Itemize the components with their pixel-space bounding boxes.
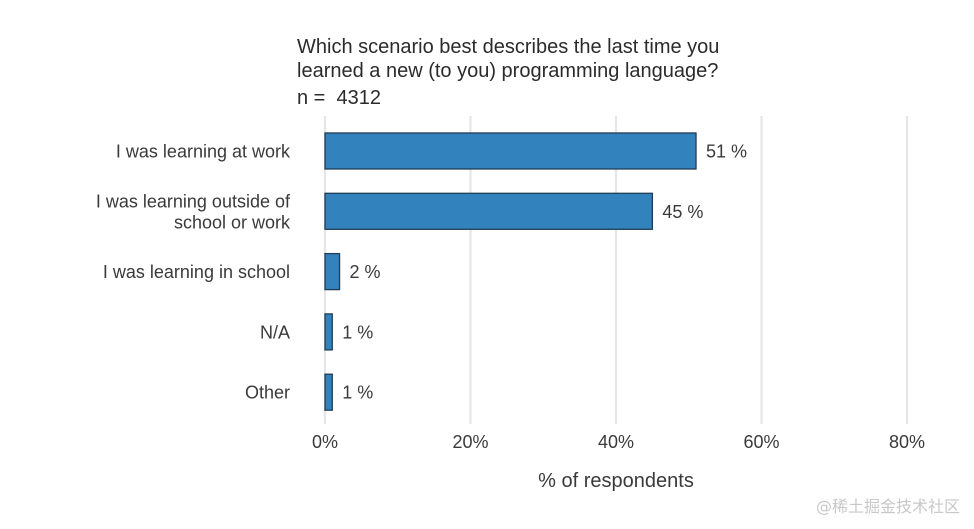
bar <box>324 132 697 170</box>
x-tick-label: 40% <box>598 432 634 452</box>
category-label-line: I was learning in school <box>103 262 290 282</box>
bar <box>324 373 333 411</box>
category-label: I was learning outside of school or work <box>96 191 291 232</box>
category-label-line: I was learning outside of <box>96 191 291 211</box>
chart-title-line-2: learned a new (to you) programming langu… <box>297 60 718 82</box>
value-labels: 51 % 45 % 2 % 1 % 1 % <box>342 142 747 403</box>
category-label: I was learning at work <box>116 142 291 162</box>
chart-title-line-1: Which scenario best describes the last t… <box>297 36 719 58</box>
x-tick-label: 20% <box>452 432 488 452</box>
x-tick-label: 80% <box>889 432 925 452</box>
bar <box>324 192 654 230</box>
x-tick-label: 60% <box>743 432 779 452</box>
bar <box>324 252 341 291</box>
chart-subtitle: n = 4312 <box>297 87 381 109</box>
category-label-line: I was learning at work <box>116 142 291 162</box>
bars <box>324 132 697 411</box>
bar-value-label: 1 % <box>342 322 373 342</box>
category-label: Other <box>245 383 290 403</box>
category-labels: I was learning at work I was learning out… <box>96 142 291 403</box>
category-label-line: school or work <box>174 212 291 232</box>
bar-value-label: 1 % <box>342 383 373 403</box>
chart-title: Which scenario best describes the last t… <box>297 36 719 109</box>
bar-value-label: 51 % <box>706 142 747 162</box>
watermark: @稀土掘金技术社区 <box>815 497 960 516</box>
x-tick-label: 0% <box>312 432 338 452</box>
bar <box>324 313 333 351</box>
category-label: I was learning in school <box>103 262 290 282</box>
bar-value-label: 2 % <box>350 262 381 282</box>
bar-value-label: 45 % <box>662 202 703 222</box>
category-label-line: Other <box>245 383 290 403</box>
category-label: N/A <box>260 322 290 342</box>
x-axis-ticks: 0% 20% 40% 60% 80% <box>312 432 925 452</box>
x-axis-title: % of respondents <box>538 470 694 492</box>
category-label-line: N/A <box>260 322 290 342</box>
